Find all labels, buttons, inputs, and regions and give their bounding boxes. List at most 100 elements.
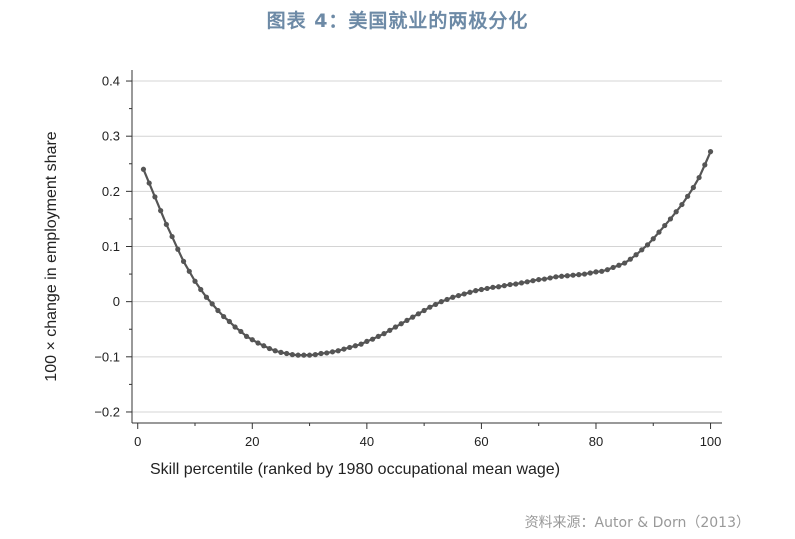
data-point [169,233,175,240]
data-point [421,307,427,314]
data-point [198,286,204,293]
data-point [284,350,290,357]
data-point [404,317,410,324]
data-point [364,338,370,344]
series-line [142,151,712,357]
data-point [518,280,525,286]
data-point [455,292,462,299]
data-point [524,279,530,285]
y-tick-label: 0.1 [102,239,120,254]
data-point [312,352,318,358]
data-point [232,324,238,330]
data-point [587,270,593,276]
x-axis-ticks: 0 20 40 60 80 100 [134,423,721,449]
data-point [496,284,502,290]
y-tick-label: 0.2 [102,184,120,199]
data-point [656,229,662,235]
data-point [249,337,255,343]
data-point [432,301,439,308]
series-layer [140,149,714,358]
data-point [530,278,536,284]
data-point [324,350,330,356]
data-point [467,289,473,295]
data-point [604,267,611,273]
data-point [650,236,656,242]
data-point [610,264,616,271]
data-point [140,166,147,172]
data-point [352,343,358,349]
source-note: 资料来源：Autor & Dorn（2013） [524,515,750,531]
data-point [622,260,628,266]
data-point [278,349,284,355]
y-tick-label: −0.1 [94,349,120,364]
data-point [690,184,696,191]
data-point [507,281,513,288]
data-point [627,256,633,262]
data-point [192,278,198,284]
data-point [581,271,588,277]
data-point [238,328,244,335]
y-axis-ticks: 0.4 0.3 0.2 0.1 0 −0.1 −0.2 [94,74,132,419]
x-axis-title: Skill percentile (ranked by 1980 occupat… [150,461,560,478]
data-point [335,348,341,354]
data-point [266,345,273,352]
data-point [158,208,164,214]
data-point [209,301,215,307]
data-point [536,276,542,283]
data-point [318,350,324,357]
data-point [387,327,393,333]
data-point [679,201,685,208]
y-tick-label: 0.4 [102,74,120,89]
data-point [685,193,691,199]
data-point [221,313,227,320]
data-point [593,269,599,275]
data-point [673,209,679,215]
data-point [301,352,307,358]
data-point [163,221,169,228]
data-point [478,286,485,293]
data-point [553,274,559,280]
figure-title: 图表 4：美国就业的两极分化 [266,10,529,32]
data-point [306,352,313,358]
data-point [702,162,708,168]
data-point [215,307,221,314]
data-point [347,344,353,351]
data-point [427,304,433,310]
data-point [381,331,387,337]
data-point [152,194,158,200]
data-point [329,349,336,355]
data-point [289,352,295,358]
data-point [295,352,301,358]
y-tick-label: −0.2 [94,404,120,419]
data-point [261,343,267,349]
data-point [696,174,702,181]
data-point [392,324,399,330]
x-tick-label: 0 [134,434,141,449]
x-tick-label: 40 [360,434,374,449]
y-tick-label: 0.3 [102,129,120,144]
data-point [410,314,416,320]
data-point [547,275,553,281]
data-point [398,321,404,327]
data-point [444,296,450,303]
x-tick-label: 100 [700,434,722,449]
data-point [564,273,570,279]
data-point [461,291,467,297]
data-point [203,294,210,300]
x-tick-label: 80 [589,434,603,449]
data-point [473,288,479,294]
data-point [415,311,422,317]
data-point [450,294,456,300]
data-point [341,346,347,352]
data-point [490,284,496,290]
data-point [438,299,444,305]
y-tick-label: 0 [113,294,120,309]
data-point [369,336,376,342]
data-point [226,318,232,325]
x-tick-label: 20 [245,434,259,449]
data-point [484,285,490,292]
data-point [541,276,548,282]
data-point [633,252,639,258]
data-point [501,283,507,289]
